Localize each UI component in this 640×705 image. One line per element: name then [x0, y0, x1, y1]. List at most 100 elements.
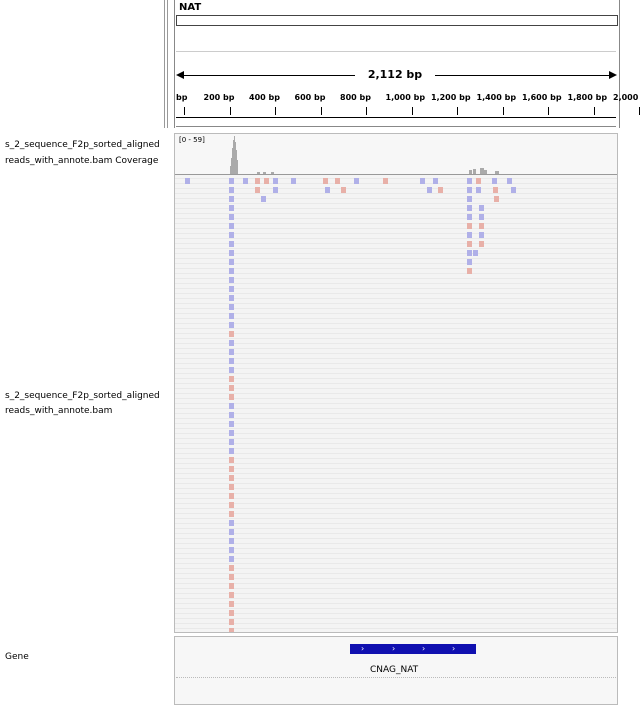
alignment-read[interactable] — [467, 187, 472, 193]
alignment-read[interactable] — [291, 178, 296, 184]
alignment-read[interactable] — [229, 259, 234, 265]
chromosome-ideogram[interactable] — [176, 15, 618, 26]
alignment-read[interactable] — [467, 214, 472, 220]
alignment-read[interactable] — [229, 421, 234, 427]
alignment-read[interactable] — [229, 376, 234, 382]
alignment-read[interactable] — [433, 178, 438, 184]
alignment-read[interactable] — [229, 196, 234, 202]
alignment-read[interactable] — [476, 187, 481, 193]
alignment-read[interactable] — [507, 178, 512, 184]
alignment-read[interactable] — [229, 502, 234, 508]
alignment-track-name-line2[interactable]: reads_with_annote.bam — [5, 406, 113, 416]
alignment-read[interactable] — [229, 538, 234, 544]
alignment-read[interactable] — [243, 178, 248, 184]
alignment-read[interactable] — [229, 286, 234, 292]
alignment-read[interactable] — [467, 178, 472, 184]
alignment-read[interactable] — [229, 439, 234, 445]
alignment-read[interactable] — [229, 322, 234, 328]
gene-panel[interactable]: › › › › CNAG_NAT — [174, 636, 618, 705]
alignment-read[interactable] — [255, 178, 260, 184]
alignment-read[interactable] — [335, 178, 340, 184]
alignment-read[interactable] — [467, 268, 472, 274]
panel-divider[interactable] — [164, 0, 165, 128]
alignment-read[interactable] — [229, 547, 234, 553]
alignment-read[interactable] — [325, 187, 330, 193]
alignment-read[interactable] — [473, 250, 478, 256]
coverage-track[interactable]: [0 - 59] — [175, 134, 617, 175]
alignment-read[interactable] — [467, 250, 472, 256]
alignment-read[interactable] — [341, 187, 346, 193]
alignment-read[interactable] — [229, 520, 234, 526]
alignment-read[interactable] — [229, 565, 234, 571]
alignment-read[interactable] — [261, 196, 266, 202]
alignment-read[interactable] — [229, 250, 234, 256]
alignment-read[interactable] — [229, 601, 234, 607]
alignment-read[interactable] — [273, 187, 278, 193]
alignment-read[interactable] — [229, 178, 234, 184]
alignment-read[interactable] — [467, 223, 472, 229]
alignment-read[interactable] — [467, 241, 472, 247]
alignment-read[interactable] — [479, 241, 484, 247]
coverage-track-name-line1[interactable]: s_2_sequence_F2p_sorted_aligned — [5, 140, 160, 150]
alignment-read[interactable] — [229, 187, 234, 193]
alignment-read[interactable] — [467, 205, 472, 211]
alignment-read[interactable] — [229, 430, 234, 436]
alignment-read[interactable] — [511, 187, 516, 193]
alignment-read[interactable] — [229, 214, 234, 220]
alignment-read[interactable] — [229, 304, 234, 310]
alignment-read[interactable] — [229, 205, 234, 211]
alignment-read[interactable] — [438, 187, 443, 193]
alignment-read[interactable] — [229, 412, 234, 418]
alignment-read[interactable] — [229, 610, 234, 616]
alignment-read[interactable] — [255, 187, 260, 193]
alignment-read[interactable] — [494, 196, 499, 202]
alignment-read[interactable] — [229, 349, 234, 355]
alignment-read[interactable] — [467, 196, 472, 202]
coverage-track-name-line2[interactable]: reads_with_annote.bam Coverage — [5, 156, 159, 166]
alignment-read[interactable] — [229, 331, 234, 337]
alignment-read[interactable] — [229, 340, 234, 346]
alignment-read[interactable] — [229, 223, 234, 229]
alignment-read[interactable] — [229, 403, 234, 409]
alignment-read[interactable] — [264, 178, 269, 184]
alignment-read[interactable] — [467, 259, 472, 265]
alignment-read[interactable] — [427, 187, 432, 193]
alignment-read[interactable] — [229, 457, 234, 463]
data-panel[interactable]: [0 - 59] — [174, 133, 618, 633]
gene-feature-cnag-nat[interactable]: › › › › — [350, 644, 476, 654]
alignment-read[interactable] — [420, 178, 425, 184]
gene-track-name[interactable]: Gene — [5, 652, 29, 662]
alignment-read[interactable] — [229, 493, 234, 499]
alignment-track-name-line1[interactable]: s_2_sequence_F2p_sorted_aligned — [5, 391, 160, 401]
alignment-read[interactable] — [229, 484, 234, 490]
alignment-read[interactable] — [273, 178, 278, 184]
alignment-read[interactable] — [229, 511, 234, 517]
alignment-read[interactable] — [229, 358, 234, 364]
alignment-read[interactable] — [492, 178, 497, 184]
alignment-read[interactable] — [354, 178, 359, 184]
alignment-read[interactable] — [479, 214, 484, 220]
alignment-read[interactable] — [229, 619, 234, 625]
alignment-read[interactable] — [229, 475, 234, 481]
alignment-read[interactable] — [185, 178, 190, 184]
alignment-read[interactable] — [229, 277, 234, 283]
alignment-read[interactable] — [229, 313, 234, 319]
alignment-read[interactable] — [229, 241, 234, 247]
alignment-read[interactable] — [493, 187, 498, 193]
alignment-read[interactable] — [383, 178, 388, 184]
alignment-read[interactable] — [479, 232, 484, 238]
alignment-read[interactable] — [229, 295, 234, 301]
panel-divider-inner[interactable] — [167, 0, 168, 128]
alignment-read[interactable] — [229, 385, 234, 391]
alignment-read[interactable] — [476, 178, 481, 184]
alignment-read[interactable] — [229, 574, 234, 580]
alignment-read[interactable] — [479, 205, 484, 211]
alignment-read[interactable] — [229, 448, 234, 454]
alignment-read[interactable] — [229, 583, 234, 589]
alignment-read[interactable] — [229, 268, 234, 274]
alignment-read[interactable] — [323, 178, 328, 184]
alignment-read[interactable] — [229, 394, 234, 400]
alignment-read[interactable] — [467, 232, 472, 238]
alignment-read[interactable] — [229, 529, 234, 535]
alignment-read[interactable] — [229, 556, 234, 562]
